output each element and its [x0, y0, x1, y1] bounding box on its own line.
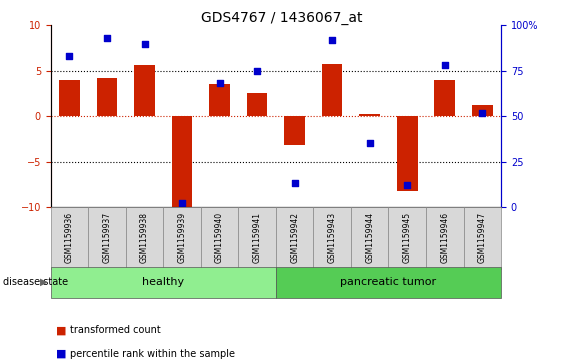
Text: GSM1159941: GSM1159941 — [253, 212, 262, 263]
Text: ■: ■ — [56, 349, 67, 359]
Text: ▶: ▶ — [40, 277, 48, 287]
Bar — [247, 94, 267, 116]
Text: GSM1159939: GSM1159939 — [177, 212, 186, 263]
Text: disease state: disease state — [3, 277, 68, 287]
Bar — [126, 207, 163, 269]
Point — [365, 140, 374, 146]
Point — [328, 37, 337, 43]
Bar — [163, 207, 201, 269]
Point — [102, 35, 111, 41]
Bar — [397, 116, 418, 191]
Text: GSM1159940: GSM1159940 — [215, 212, 224, 263]
Bar — [88, 207, 126, 269]
Bar — [238, 207, 276, 269]
Point — [290, 180, 299, 186]
Bar — [284, 116, 305, 145]
Point — [478, 110, 487, 115]
Bar — [209, 84, 230, 116]
Text: GSM1159945: GSM1159945 — [403, 212, 412, 263]
Bar — [359, 114, 380, 116]
Text: healthy: healthy — [142, 277, 184, 287]
Bar — [97, 78, 117, 116]
Text: GSM1159936: GSM1159936 — [65, 212, 74, 263]
Text: ■: ■ — [56, 325, 67, 335]
Bar — [351, 207, 388, 269]
Text: percentile rank within the sample: percentile rank within the sample — [70, 349, 235, 359]
Text: GSM1159942: GSM1159942 — [290, 212, 299, 263]
Bar — [435, 80, 455, 116]
Bar — [201, 207, 238, 269]
Text: transformed count: transformed count — [70, 325, 161, 335]
Text: GSM1159947: GSM1159947 — [478, 212, 487, 263]
Text: pancreatic tumor: pancreatic tumor — [341, 277, 436, 287]
Bar — [51, 267, 276, 298]
Bar — [276, 207, 314, 269]
Bar — [426, 207, 463, 269]
Text: GSM1159937: GSM1159937 — [102, 212, 111, 263]
Text: GSM1159938: GSM1159938 — [140, 212, 149, 263]
Bar — [322, 64, 342, 116]
Text: GDS4767 / 1436067_at: GDS4767 / 1436067_at — [201, 11, 362, 25]
Bar — [51, 207, 88, 269]
Bar — [314, 207, 351, 269]
Bar — [276, 267, 501, 298]
Point — [440, 62, 449, 68]
Text: GSM1159944: GSM1159944 — [365, 212, 374, 263]
Bar — [134, 65, 155, 116]
Point — [140, 41, 149, 46]
Text: GSM1159943: GSM1159943 — [328, 212, 337, 263]
Bar — [472, 105, 493, 116]
Bar — [172, 116, 193, 207]
Point — [65, 53, 74, 59]
Bar — [59, 80, 80, 116]
Text: GSM1159946: GSM1159946 — [440, 212, 449, 263]
Point — [403, 182, 412, 188]
Point — [215, 81, 224, 86]
Point — [253, 68, 262, 74]
Bar — [463, 207, 501, 269]
Point — [177, 200, 186, 206]
Bar — [388, 207, 426, 269]
